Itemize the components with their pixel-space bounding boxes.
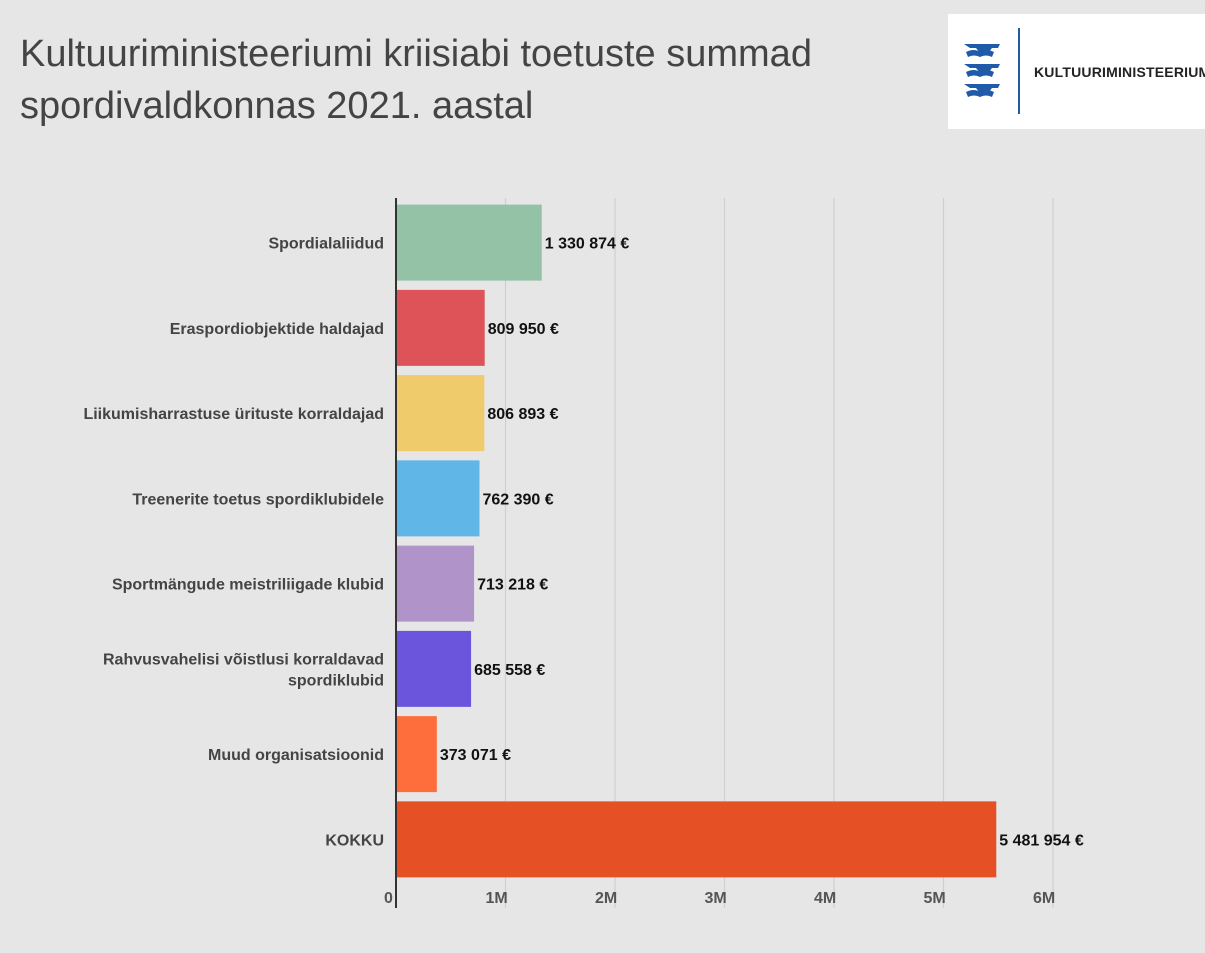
ministry-logo: Kultuuriministeerium: [948, 14, 1205, 129]
category-labels: Spordialaliidud Eraspordiobjektide haldaj…: [83, 236, 384, 850]
category-label: Eraspordiobjektide haldajad: [170, 321, 384, 338]
grid-lines: [504, 198, 1054, 908]
x-tick-label: 5M: [924, 890, 946, 907]
bar: [396, 460, 480, 537]
category-label: Rahvusvahelisi võistlusi korraldavad: [103, 651, 384, 668]
value-label: 685 558 €: [474, 662, 545, 679]
category-label: spordiklubid: [288, 672, 384, 689]
x-tick-label: 2M: [595, 890, 617, 907]
x-tick-label: 3M: [705, 890, 727, 907]
value-label: 762 390 €: [482, 491, 553, 508]
value-label: 373 071 €: [440, 747, 511, 764]
value-label: 713 218 €: [477, 577, 548, 594]
x-tick-label: 0: [384, 890, 393, 907]
x-tick-label: 6M: [1033, 890, 1055, 907]
logo-text: Kultuuriministeerium: [1034, 64, 1205, 80]
bar: [396, 801, 997, 878]
category-label: Muud organisatsioonid: [208, 747, 384, 764]
x-tick-label: 1M: [486, 890, 508, 907]
tick-labels: 0 1M 2M 3M 4M 5M 6M: [384, 890, 1055, 907]
value-label: 809 950 €: [488, 321, 559, 338]
value-label: 1 330 874 €: [545, 236, 630, 253]
bar: [396, 375, 485, 452]
chart-title: Kultuuriministeeriumi kriisiabi toetuste…: [20, 33, 812, 127]
bar: [396, 545, 475, 622]
bar: [396, 716, 437, 793]
logo-divider: [1018, 28, 1020, 114]
x-tick-label: 4M: [814, 890, 836, 907]
bars: [396, 204, 997, 878]
category-label: Spordialaliidud: [268, 236, 384, 253]
category-label: Treenerite toetus spordiklubidele: [132, 491, 384, 508]
bar: [396, 289, 485, 366]
value-labels: 1 330 874 € 809 950 € 806 893 € 762 390 € 71…: [440, 236, 1084, 850]
category-label: Liikumisharrastuse ürituste korraldajad: [83, 406, 384, 423]
bar: [396, 204, 542, 281]
value-label: 5 481 954 €: [999, 832, 1084, 849]
category-label: KOKKU: [325, 832, 384, 849]
value-label: 806 893 €: [487, 406, 558, 423]
coat-of-arms-icon: [964, 44, 1000, 97]
category-label: Sportmängude meistriliigade klubid: [112, 577, 384, 594]
bar: [396, 630, 472, 707]
